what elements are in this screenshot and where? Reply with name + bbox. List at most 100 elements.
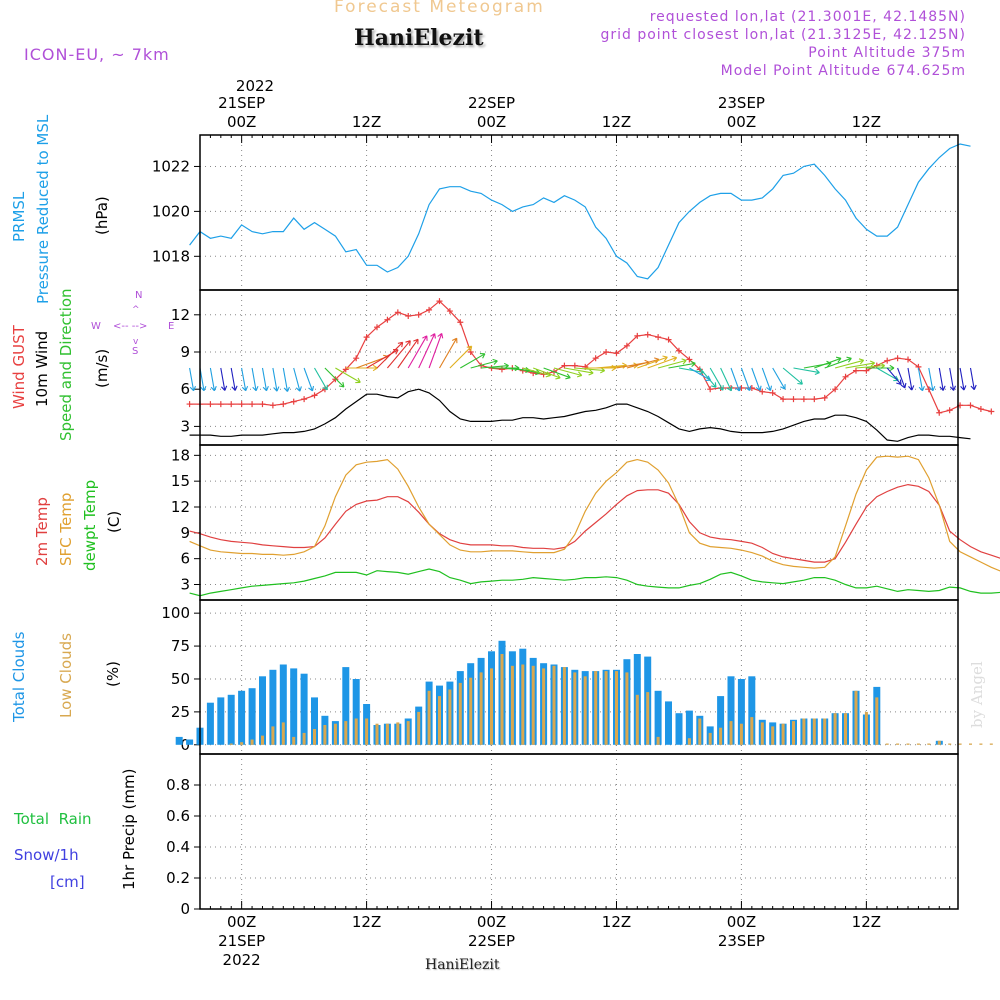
y-tick-label: 6 (180, 550, 190, 568)
wind-direction-arrow (335, 367, 361, 384)
gust-marker (707, 386, 714, 393)
y-tick-label: 9 (180, 343, 190, 361)
low-clouds-bar (687, 738, 691, 745)
low-clouds-bar (500, 654, 504, 745)
low-clouds-bar (937, 740, 941, 745)
time-label: 2022 (222, 951, 261, 969)
gust-marker (561, 362, 568, 369)
time-label: 12Z (351, 113, 382, 131)
total-clouds-bar (300, 673, 308, 745)
gust-marker (405, 313, 412, 320)
low-clouds-bar (427, 690, 431, 745)
y-tick-label: 0 (180, 736, 190, 754)
low-clouds-bar (531, 665, 535, 745)
compass-south: S (132, 346, 138, 357)
wind-direction-arrow (845, 360, 876, 369)
y-tick-label: 0.4 (166, 838, 190, 856)
gust-marker (988, 408, 995, 415)
total-clouds-bar (206, 702, 214, 745)
point-altitude: Point Altitude 375m (808, 45, 966, 61)
gust-marker (800, 396, 807, 403)
wind-direction-arrow (470, 358, 498, 369)
low-clouds-bar (510, 665, 514, 745)
low-clouds-bar (396, 722, 400, 745)
y-tick-label: 1018 (152, 247, 190, 265)
y-tick-label: 1020 (152, 202, 190, 220)
low-clouds-bar (354, 718, 358, 745)
wind-direction-arrow (251, 367, 259, 392)
wind-direction-arrow (199, 367, 207, 392)
low-clouds-bar (625, 672, 629, 745)
y-tick-label: 75 (171, 637, 190, 655)
gust-marker (832, 386, 839, 393)
gust-marker (738, 384, 745, 391)
wind-direction-arrow (272, 367, 280, 392)
low-clouds-bar (864, 711, 868, 745)
wind-direction-arrow (959, 367, 967, 391)
wind-direction-arrow (720, 367, 733, 392)
low-clouds-bar (271, 726, 275, 745)
gust-marker (790, 396, 797, 403)
total-clouds-bar (685, 710, 693, 745)
gust-marker (852, 367, 859, 374)
panel-2: 3 6 9 12 15 18 (171, 444, 1000, 601)
low-clouds-bar (365, 718, 369, 745)
y-tick-label: 9 (180, 524, 190, 542)
panel-1: 3 6 9 12 (171, 289, 995, 446)
y-tick-label: 100 (161, 604, 190, 622)
low-clouds-bar (833, 713, 837, 745)
gust-marker (217, 401, 224, 408)
wind-direction-arrow (220, 367, 228, 391)
wind-direction-arrow (866, 364, 895, 372)
wind-direction-arrow (751, 367, 762, 392)
low-clouds-bar (313, 729, 316, 745)
total-clouds-bar (186, 739, 194, 745)
low-clouds-bar (438, 696, 441, 745)
wind-direction-arrow (564, 367, 594, 376)
low-clouds-bar (240, 742, 244, 745)
wind-direction-arrow (209, 367, 217, 392)
wind-direction-arrow (241, 367, 249, 392)
wind-direction-arrow (730, 367, 741, 392)
gust-marker (301, 396, 308, 403)
low-clouds-bar (635, 694, 639, 745)
low-clouds-bar (646, 692, 650, 745)
gust-marker (238, 401, 245, 408)
gust-marker (353, 355, 360, 362)
panel-0: 1018 1020 1022 (152, 134, 971, 291)
gust-marker (884, 357, 891, 364)
gust-marker (780, 396, 787, 403)
gust-marker (675, 347, 682, 354)
time-label: 00Z (476, 113, 507, 131)
total-clouds-bar (175, 736, 183, 745)
series-line-prmsl (189, 143, 971, 280)
low-clouds-bar (969, 743, 972, 745)
low-clouds-bar (281, 722, 285, 745)
compass-north: N (135, 290, 142, 301)
low-clouds-bar (261, 735, 264, 745)
gust-marker (613, 350, 620, 357)
wind-direction-arrow (533, 367, 561, 380)
gust-marker (759, 388, 766, 395)
compass-vertical-glyphs: ^ (132, 305, 140, 315)
gust-marker (394, 309, 401, 316)
station-name: HaniElezit (354, 25, 484, 51)
y-tick-label: 1022 (152, 157, 190, 175)
total-clouds-bar (665, 701, 672, 745)
total-clouds-bar (717, 696, 725, 745)
time-label: 00Z (726, 913, 757, 931)
low-clouds-bar (615, 671, 618, 745)
gust-marker (311, 392, 318, 399)
low-clouds-bar (750, 717, 754, 745)
gust-marker (946, 407, 953, 414)
low-clouds-bar (739, 723, 743, 745)
gust-marker (207, 401, 214, 408)
low-clouds-bar (771, 726, 775, 745)
wind-direction-arrow (834, 358, 865, 369)
low-clouds-bar (854, 690, 858, 745)
total-clouds-bar (727, 676, 735, 745)
time-label: 21SEP (218, 94, 266, 112)
time-label: 00Z (226, 913, 257, 931)
